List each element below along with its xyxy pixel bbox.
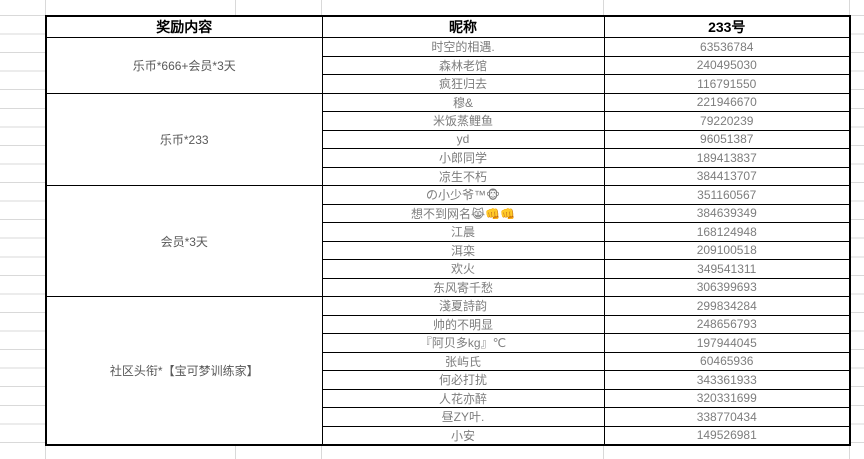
header-row: 奖励内容 昵称 233号 [45,15,851,38]
id-cell[interactable]: 60465936 [603,351,851,371]
nickname-cell[interactable]: 昼ZY叶. [321,407,605,427]
reward-cell[interactable]: 乐币*666+会员*3天 [45,37,323,94]
table-row: 小郎同学 189413837 [46,148,851,168]
nickname-cell[interactable]: 淺夏詩韵 [321,296,605,316]
table-row: 乐币*233 穆& 221946670 [45,92,851,186]
table-row: 洱栾 209100518 [46,240,851,260]
id-cell[interactable]: 349541311 [603,259,851,279]
table-row: 想不到网名😹👊👊 384639349 [46,203,851,223]
nickname-cell[interactable]: 欢火 [321,259,605,279]
id-cell[interactable]: 384639349 [603,203,851,223]
id-cell[interactable]: 189413837 [603,148,851,168]
table-row: 米饭蒸鲤鱼 79220239 [46,111,851,131]
prize-table: 奖励内容 昵称 233号 乐币*666+会员*3天 时空的相遇. 63536784 森… [45,15,851,446]
table-row: yd 96051387 [46,129,851,149]
id-cell[interactable]: 320331699 [603,388,851,408]
id-cell[interactable]: 116791550 [603,74,851,94]
nickname-cell[interactable]: 人花亦醉 [321,388,605,408]
table-row: 凉生不朽 384413707 [46,166,851,186]
nickname-cell[interactable]: 穆& [321,92,605,112]
nickname-cell[interactable]: 何必打扰 [321,370,605,390]
nickname-cell[interactable]: yd [321,129,605,149]
nickname-cell[interactable]: 洱栾 [321,240,605,260]
nickname-cell[interactable]: 帅的不明显 [321,314,605,334]
id-cell[interactable]: 209100518 [603,240,851,260]
id-cell[interactable]: 351160567 [603,185,851,205]
id-cell[interactable]: 240495030 [603,55,851,75]
nickname-cell[interactable]: 凉生不朽 [321,166,605,186]
id-cell[interactable]: 168124948 [603,222,851,242]
id-cell[interactable]: 384413707 [603,166,851,186]
header-reward[interactable]: 奖励内容 [45,15,323,38]
id-cell[interactable]: 338770434 [603,407,851,427]
nickname-cell[interactable]: 江晨 [321,222,605,242]
nickname-cell[interactable]: 『阿贝多kg』℃ [321,333,605,353]
nickname-cell[interactable]: 米饭蒸鲤鱼 [321,111,605,131]
table-row: 社区头衔*【宝可梦训练家】 淺夏詩韵 299834284 [45,296,851,445]
nickname-cell[interactable]: 东风寄千愁 [321,277,605,297]
id-cell[interactable]: 306399693 [603,277,851,297]
table-row: 小安 149526981 [46,425,851,445]
id-cell[interactable]: 248656793 [603,314,851,334]
id-cell[interactable]: 299834284 [603,296,851,316]
nickname-cell[interactable]: 森林老馆 [321,55,605,75]
header-id[interactable]: 233号 [603,15,851,38]
id-cell[interactable]: 221946670 [603,92,851,112]
nickname-cell[interactable]: 想不到网名😹👊👊 [321,203,605,223]
id-cell[interactable]: 343361933 [603,370,851,390]
nickname-cell[interactable]: の小少爷™🐵 [321,185,605,205]
id-cell[interactable]: 197944045 [603,333,851,353]
table-row: 昼ZY叶. 338770434 [46,407,851,427]
nickname-cell[interactable]: 疯狂归去 [321,74,605,94]
header-nickname[interactable]: 昵称 [321,15,605,38]
nickname-cell[interactable]: 小安 [321,425,605,445]
table-row: 疯狂归去 116791550 [46,74,851,94]
table-row: 乐币*666+会员*3天 时空的相遇. 63536784 [45,37,851,94]
id-cell[interactable]: 149526981 [603,425,851,445]
nickname-cell[interactable]: 小郎同学 [321,148,605,168]
table-row: 江晨 168124948 [46,222,851,242]
id-cell[interactable]: 63536784 [603,37,851,57]
reward-cell[interactable]: 乐币*233 [45,92,323,186]
reward-cell[interactable]: 会员*3天 [45,185,323,297]
nickname-cell[interactable]: 时空的相遇. [321,37,605,57]
table-row: 会员*3天 の小少爷™🐵 351160567 [45,185,851,297]
nickname-cell[interactable]: 张屿氏 [321,351,605,371]
table-row: 『阿贝多kg』℃ 197944045 [46,333,851,353]
table-body: 乐币*666+会员*3天 时空的相遇. 63536784 森林老馆 240495030 疯… [45,37,851,445]
id-cell[interactable]: 79220239 [603,111,851,131]
table-row: 东风寄千愁 306399693 [46,277,851,297]
id-cell[interactable]: 96051387 [603,129,851,149]
reward-cell[interactable]: 社区头衔*【宝可梦训练家】 [45,296,323,445]
table-row: 人花亦醉 320331699 [46,388,851,408]
table-row: 欢火 349541311 [46,259,851,279]
